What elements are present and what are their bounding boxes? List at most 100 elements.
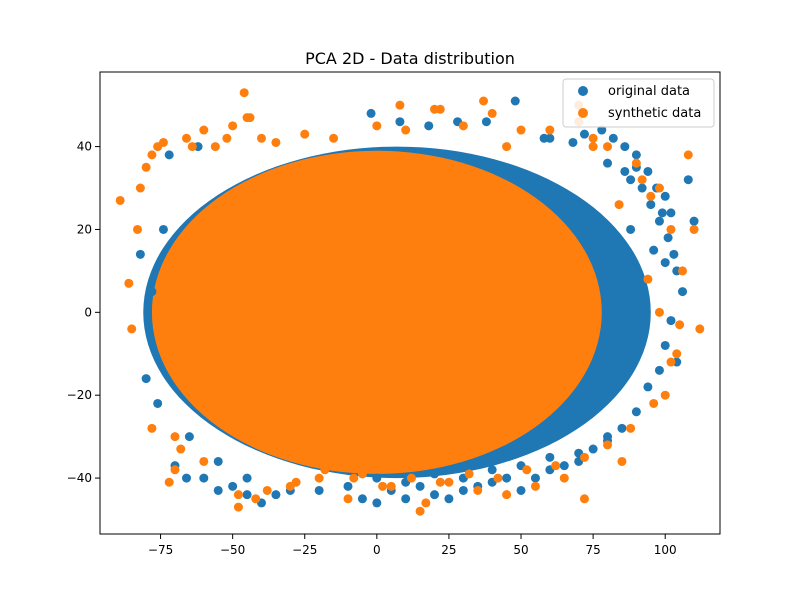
y-axis: −40 −20 0 20 40 xyxy=(67,140,100,485)
point-original-data xyxy=(660,258,670,268)
point-synthetic-data xyxy=(487,108,497,118)
point-original-data xyxy=(424,121,434,131)
point-synthetic-data xyxy=(666,224,676,234)
point-synthetic-data xyxy=(626,423,636,433)
legend-label-original-data: original data xyxy=(608,84,690,99)
point-original-data xyxy=(158,224,168,234)
point-original-data xyxy=(372,473,382,483)
point-original-data xyxy=(213,456,223,466)
point-synthetic-data xyxy=(170,432,180,442)
point-synthetic-data xyxy=(479,96,489,106)
x-tick-label: −75 xyxy=(148,543,173,557)
point-original-data xyxy=(147,287,157,297)
point-original-data xyxy=(579,129,589,139)
point-original-data xyxy=(487,465,497,475)
point-original-data xyxy=(637,183,647,193)
point-synthetic-data xyxy=(649,398,659,408)
point-original-data xyxy=(502,473,512,483)
point-synthetic-data xyxy=(637,175,647,185)
point-original-data xyxy=(689,216,699,226)
point-synthetic-data xyxy=(210,142,220,152)
point-synthetic-data xyxy=(251,494,261,504)
point-original-data xyxy=(242,490,252,500)
point-synthetic-data xyxy=(300,129,310,139)
point-synthetic-data xyxy=(262,485,272,495)
point-original-data xyxy=(444,494,454,504)
point-original-data xyxy=(666,316,676,326)
point-synthetic-data xyxy=(228,121,238,131)
point-original-data xyxy=(660,191,670,201)
point-original-data xyxy=(643,166,653,176)
x-tick-label: −25 xyxy=(292,543,317,557)
point-synthetic-data xyxy=(127,324,137,334)
point-synthetic-data xyxy=(559,473,569,483)
point-original-data xyxy=(666,208,676,218)
point-synthetic-data xyxy=(464,469,474,479)
point-original-data xyxy=(199,473,209,483)
point-synthetic-data xyxy=(672,349,682,359)
point-synthetic-data xyxy=(406,473,416,483)
point-synthetic-data xyxy=(242,113,252,123)
point-synthetic-data xyxy=(545,125,555,135)
point-original-data xyxy=(678,287,688,297)
point-original-data xyxy=(242,473,252,483)
point-synthetic-data xyxy=(522,465,532,475)
point-synthetic-data xyxy=(349,473,359,483)
point-synthetic-data xyxy=(675,320,685,330)
point-synthetic-data xyxy=(115,195,125,205)
point-synthetic-data xyxy=(233,490,243,500)
point-original-data xyxy=(654,216,664,226)
point-synthetic-data xyxy=(695,324,705,334)
data-clouds xyxy=(143,146,651,479)
y-tick-label: −40 xyxy=(67,471,92,485)
x-tick-label: 0 xyxy=(373,543,381,557)
point-synthetic-data xyxy=(435,104,445,114)
point-original-data xyxy=(654,365,664,375)
point-original-data xyxy=(366,108,376,118)
y-tick-label: −20 xyxy=(67,388,92,402)
data-points xyxy=(115,88,705,516)
point-synthetic-data xyxy=(158,137,168,147)
point-original-data xyxy=(430,490,440,500)
point-original-data xyxy=(372,498,382,508)
x-tick-label: 25 xyxy=(441,543,456,557)
axes-frame xyxy=(99,71,721,535)
point-synthetic-data xyxy=(378,481,388,491)
point-synthetic-data xyxy=(147,423,157,433)
point-original-data xyxy=(395,117,405,127)
y-tick-label: 0 xyxy=(84,305,92,319)
point-original-data xyxy=(271,490,281,500)
point-synthetic-data xyxy=(314,473,324,483)
point-original-data xyxy=(646,200,656,210)
point-original-data xyxy=(626,175,636,185)
point-synthetic-data xyxy=(395,100,405,110)
point-synthetic-data xyxy=(401,125,411,135)
point-synthetic-data xyxy=(135,183,145,193)
point-synthetic-data xyxy=(199,125,209,135)
point-synthetic-data xyxy=(473,485,483,495)
point-synthetic-data xyxy=(666,357,676,367)
point-original-data xyxy=(530,473,540,483)
legend-marker-original-data xyxy=(578,86,588,96)
point-original-data xyxy=(597,125,607,135)
point-synthetic-data xyxy=(617,456,627,466)
point-synthetic-data xyxy=(239,88,249,98)
x-tick-label: 75 xyxy=(585,543,600,557)
point-original-data xyxy=(415,481,425,491)
point-original-data xyxy=(430,469,440,479)
legend-box xyxy=(562,78,715,128)
point-synthetic-data xyxy=(458,121,468,131)
point-synthetic-data xyxy=(271,137,281,147)
point-original-data xyxy=(545,452,555,462)
point-synthetic-data xyxy=(516,125,526,135)
point-original-data xyxy=(539,133,549,143)
point-original-data xyxy=(343,481,353,491)
point-synthetic-data xyxy=(199,456,209,466)
point-synthetic-data xyxy=(643,274,653,284)
x-tick-label: −50 xyxy=(220,543,245,557)
point-synthetic-data xyxy=(320,465,330,475)
point-synthetic-data xyxy=(530,481,540,491)
point-synthetic-data xyxy=(182,133,192,143)
